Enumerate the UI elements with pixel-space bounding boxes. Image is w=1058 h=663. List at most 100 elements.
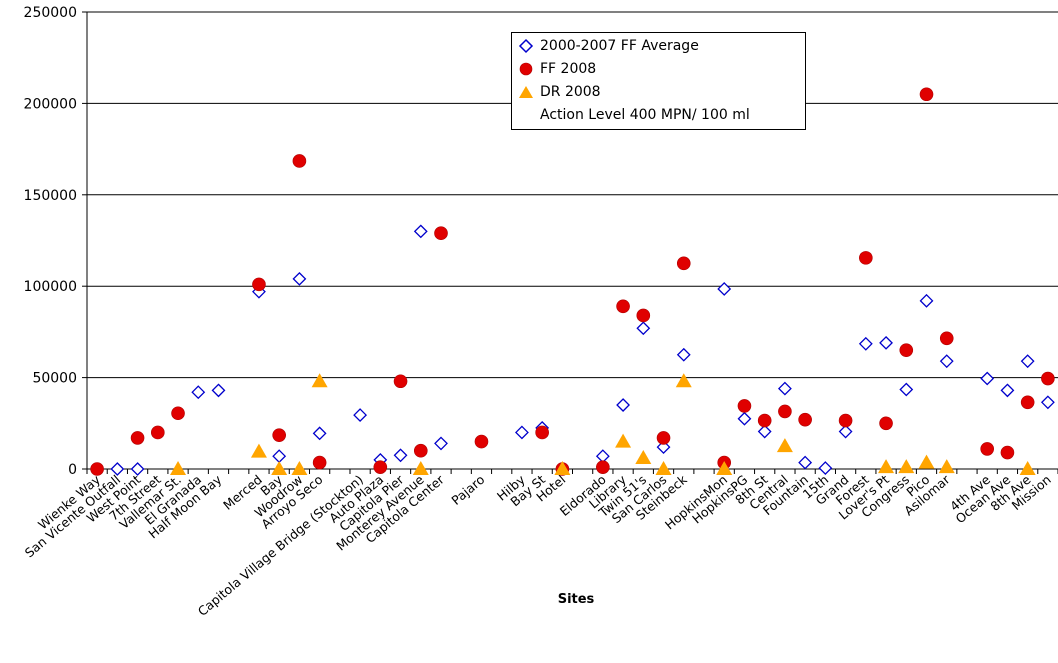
- ff-average-point: [858, 336, 873, 351]
- circle-icon: [518, 61, 534, 77]
- dr-2008-point: [716, 461, 733, 475]
- legend-label: Action Level 400 MPN/ 100 ml: [540, 107, 750, 123]
- ff-2008-point: [879, 416, 893, 431]
- ff-average-point: [515, 425, 529, 440]
- ff-2008-point: [1020, 395, 1035, 410]
- legend-item-action-level: Action Level 400 MPN/ 100 ml: [518, 104, 750, 126]
- ff-2008-point: [899, 343, 914, 357]
- ff-average-point: [413, 224, 428, 239]
- ff-average-point: [636, 321, 651, 336]
- diamond-icon: [518, 38, 534, 54]
- dr-2008-point: [311, 373, 328, 388]
- ff-2008-point: [434, 226, 448, 240]
- dr-2008-point: [271, 461, 288, 475]
- ff-average-point: [798, 455, 813, 470]
- ff-2008-point: [798, 412, 812, 427]
- ff-2008-point: [474, 434, 489, 449]
- ff-average-point: [737, 411, 752, 426]
- dr-2008-point: [250, 443, 267, 458]
- ff-2008-point: [373, 460, 388, 474]
- ff-average-point: [899, 382, 914, 397]
- ff-average-point: [1020, 354, 1035, 369]
- ff-2008-point: [757, 413, 772, 428]
- ff-average-point: [130, 462, 145, 476]
- ff-2008-point: [535, 425, 549, 440]
- gridlines: [87, 11, 1058, 379]
- dr-2008-point: [412, 461, 429, 475]
- ff-2008-point: [859, 251, 873, 265]
- blank-icon: [518, 107, 534, 123]
- ff-average-point: [838, 424, 853, 439]
- legend-item-dr-2008: DR 2008: [518, 81, 601, 103]
- ff-average-point: [110, 462, 125, 476]
- dr-2008-point: [170, 461, 187, 475]
- ff-2008-point: [130, 431, 145, 445]
- ff-2008-point: [737, 399, 752, 413]
- ff-average-point: [939, 354, 954, 369]
- ff-average-point: [676, 347, 691, 362]
- x-tick-label: Pajaro: [448, 472, 487, 508]
- y-tick-label: 200000: [24, 96, 77, 112]
- ff-average-point: [434, 436, 448, 451]
- ff-average-point: [353, 408, 368, 422]
- x-axis-title: Sites: [558, 592, 595, 607]
- ff-2008-point: [413, 443, 428, 458]
- dr-2008-point: [635, 450, 652, 465]
- x-tick-label: San Vicente Outfall: [22, 472, 124, 561]
- ff-2008-point: [656, 431, 671, 445]
- legend-label: DR 2008: [540, 84, 601, 100]
- ff-2008-point: [312, 455, 327, 470]
- legend-label: FF 2008: [540, 61, 597, 77]
- ff-average-point: [757, 424, 772, 439]
- ff-2008-point: [151, 425, 165, 440]
- legend-item-ff-average: 2000-2007 FF Average: [518, 35, 699, 57]
- ff-2008-point: [778, 404, 792, 419]
- dr-2008-point: [938, 459, 955, 474]
- ff-2008-point: [292, 154, 307, 168]
- dr-2008-point: [776, 438, 793, 453]
- ff-average-point: [777, 381, 792, 396]
- dr-2008-point: [675, 373, 692, 388]
- ff-average-point: [1000, 383, 1015, 398]
- dr-2008-point: [878, 459, 895, 474]
- ff-2008-point: [838, 413, 853, 428]
- dr-2008-point: [615, 433, 632, 448]
- ff-2008-point: [939, 331, 954, 346]
- y-tick-label: 50000: [32, 371, 77, 387]
- ff-2008-point: [636, 308, 651, 323]
- data-points: [90, 87, 1055, 476]
- dr-2008-point: [554, 461, 571, 475]
- ff-2008-point: [676, 256, 691, 271]
- ff-2008-point: [393, 374, 408, 389]
- ff-2008-point: [919, 87, 934, 102]
- ff-average-point: [656, 440, 671, 454]
- ff-2008-point: [90, 462, 104, 476]
- ff-2008-point: [171, 406, 185, 421]
- ff-2008-point: [272, 428, 286, 442]
- ff-average-point: [717, 282, 732, 296]
- ff-2008-point: [596, 460, 610, 474]
- y-tick-label: 250000: [24, 5, 77, 21]
- ff-average-point: [191, 385, 206, 400]
- dr-2008-point: [1019, 461, 1036, 475]
- ff-2008-point: [252, 277, 266, 292]
- y-tick-label: 100000: [24, 279, 77, 295]
- ff-average-point: [393, 448, 408, 463]
- ff-average-point: [292, 271, 307, 286]
- axes: [82, 11, 1058, 474]
- ff-average-point: [312, 426, 327, 441]
- triangle-icon: [518, 84, 534, 100]
- dr-2008-point: [898, 459, 915, 474]
- y-tick-label: 150000: [24, 188, 77, 204]
- ff-average-point: [980, 371, 995, 386]
- legend: 2000-2007 FF Average FF 2008 DR 2008 Act…: [511, 32, 806, 130]
- ff-average-point: [879, 335, 893, 350]
- dr-2008-point: [918, 454, 935, 469]
- y-tick-labels: 0 50000 100000 150000 200000 250000: [24, 5, 77, 478]
- ff-average-point: [919, 293, 934, 308]
- ff-average-point: [211, 383, 226, 398]
- y-tick-label: 0: [68, 462, 77, 478]
